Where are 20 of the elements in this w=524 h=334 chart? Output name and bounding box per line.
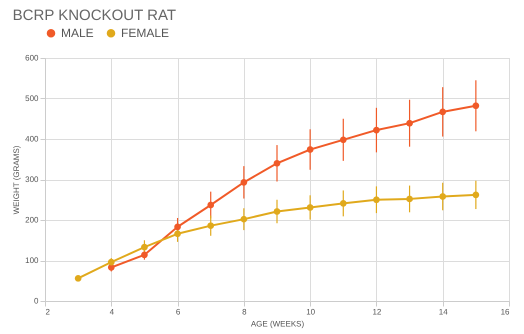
x-tick-label: 2 (46, 308, 50, 316)
y-tick-label: 0 (34, 296, 40, 306)
x-tick-label: 14 (438, 308, 448, 316)
x-tick-label: 4 (110, 308, 115, 316)
y-tick-label: 500 (25, 94, 40, 103)
y-tick-label: 600 (25, 54, 40, 62)
x-tick-label: 16 (500, 308, 510, 316)
y-axis-title: WEIGHT (GRAMS) (12, 145, 22, 214)
legend-label: MALE (61, 26, 94, 40)
y-tick-label: 100 (25, 256, 40, 265)
chart-title: BCRP KNOCKOUT RAT (12, 7, 176, 24)
y-tick-label: 400 (25, 134, 40, 144)
x-tick-label: 8 (242, 308, 248, 316)
y-tick-label: 300 (25, 175, 40, 184)
x-tick-label: 12 (372, 308, 382, 316)
legend-label: FEMALE (121, 26, 170, 40)
x-tick-label: 6 (176, 308, 181, 316)
x-tick-label: 10 (306, 308, 316, 316)
x-axis-title: AGE (WEEKS) (250, 320, 305, 328)
y-tick-label: 200 (25, 216, 40, 224)
